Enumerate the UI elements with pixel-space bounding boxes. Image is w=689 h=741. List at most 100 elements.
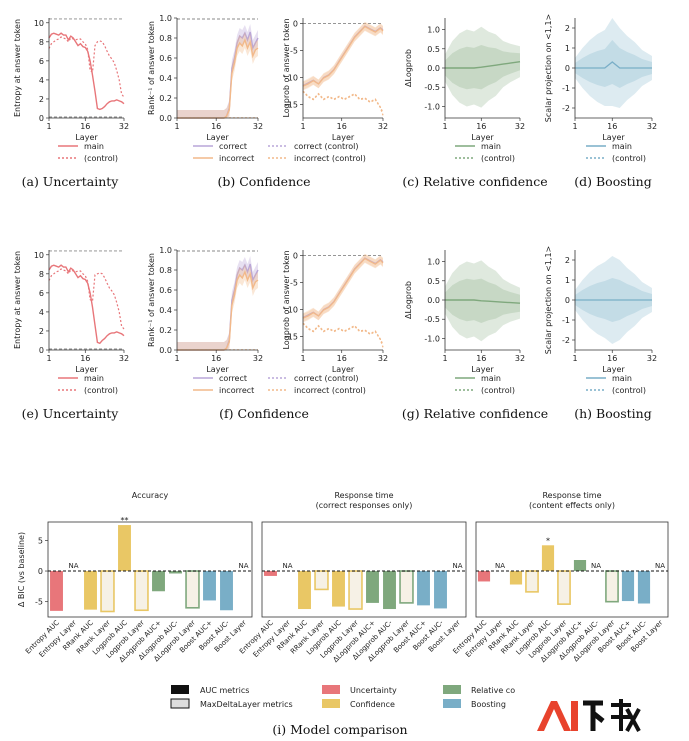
panel-caption: (b) Confidence: [217, 174, 310, 189]
y-axis-label: Δ BIC (vs baseline): [17, 532, 26, 607]
subplot-title: (content effects only): [529, 501, 615, 510]
bar-auc: [621, 571, 635, 602]
na-label: NA: [655, 562, 665, 570]
legend-label: incorrect: [219, 154, 254, 163]
x-tick-label: 32: [253, 122, 263, 131]
y-tick-label: 10: [34, 19, 44, 28]
y-tick-label: 0: [293, 251, 298, 260]
bar-auc: [366, 571, 379, 603]
x-tick-label: 1: [174, 122, 179, 131]
x-tick-label: 16: [476, 122, 486, 131]
entropy-control-line: [48, 268, 125, 330]
bar-layer: [100, 570, 115, 613]
legend-label: main: [612, 142, 632, 151]
x-axis-label: Layer: [206, 365, 229, 374]
legend-label: Uncertainty: [350, 686, 397, 695]
logprob-line: [302, 257, 384, 319]
bar-auc: [84, 571, 97, 610]
y-axis-label: Logprob of answer token: [282, 250, 291, 349]
legend-label: (control): [612, 154, 646, 163]
y-tick-label: 4: [39, 308, 44, 317]
bar-layer: [605, 570, 619, 603]
legend-swatch: [170, 698, 190, 709]
x-tick-label: 16: [607, 354, 617, 363]
y-tick-label: 0.4: [159, 306, 172, 315]
bar-auc: [417, 571, 430, 606]
rank-line: [177, 38, 259, 119]
y-tick-label: -10: [285, 73, 298, 82]
y-tick-label: 5: [38, 536, 43, 545]
y-tick-label: -5: [290, 278, 298, 287]
x-tick-label: 32: [253, 354, 263, 363]
y-tick-label: 6: [39, 57, 44, 66]
subplot-title: Response time: [334, 491, 393, 500]
y-tick-label: 0.5: [427, 45, 440, 54]
x-axis-label: Layer: [206, 133, 229, 142]
y-tick-label: 4: [39, 76, 44, 85]
y-tick-label: 0.0: [427, 64, 440, 73]
y-tick-label: -2: [562, 336, 570, 345]
bar-auc: [50, 571, 63, 611]
x-tick-label: 1: [46, 354, 51, 363]
y-tick-label: 2: [565, 256, 570, 265]
na-label: NA: [68, 562, 78, 570]
x-tick-label: 16: [607, 122, 617, 131]
legend-swatch: [443, 685, 461, 694]
legend-label: correct: [219, 142, 247, 151]
legend-label: correct (control): [294, 374, 359, 383]
y-tick-label: -0.5: [424, 83, 440, 92]
x-tick-label: 1: [46, 122, 51, 131]
legend-label: Relative co: [471, 686, 515, 695]
y-tick-label: 0.4: [159, 74, 172, 83]
y-tick-label: -15: [285, 332, 298, 341]
panel-caption: (a) Uncertainty: [22, 174, 120, 189]
legend-swatch: [322, 685, 340, 694]
watermark-logo: [531, 695, 661, 737]
panel-caption: (e) Uncertainty: [22, 406, 120, 421]
x-tick-label: 1: [442, 122, 447, 131]
legend-label: (control): [84, 386, 118, 395]
delta-main-line: [445, 61, 521, 69]
significance-marker: **: [121, 516, 129, 525]
y-tick-label: 0.0: [427, 296, 440, 305]
legend-label: (control): [84, 154, 118, 163]
bar-auc: [637, 571, 651, 604]
y-tick-label: 1.0: [159, 246, 172, 255]
legend-label: MaxDeltaLayer metrics: [200, 700, 293, 709]
y-tick-label: -1: [562, 84, 570, 93]
bar-auc: [573, 560, 587, 572]
y-tick-label: -1: [562, 316, 570, 325]
bar-auc: [509, 571, 523, 585]
x-axis-label: Layer: [602, 365, 625, 374]
legend-label: AUC metrics: [200, 686, 249, 695]
significance-marker: *: [546, 536, 550, 545]
legend-swatch: [443, 699, 461, 708]
subplot-frame: [261, 521, 467, 618]
legend-swatch: [322, 699, 340, 708]
y-tick-label: 8: [39, 270, 44, 279]
y-tick-label: 10: [34, 251, 44, 260]
rank-line: [177, 270, 259, 351]
y-tick-label: 0.0: [159, 114, 172, 123]
legend-label: incorrect (control): [294, 154, 366, 163]
x-tick-label: 32: [378, 354, 388, 363]
subplot-frame: [475, 521, 669, 618]
legend-label: (control): [481, 154, 515, 163]
y-tick-label: 2: [39, 95, 44, 104]
x-tick-label: 32: [515, 354, 525, 363]
y-axis-label: Logprob of answer token: [282, 18, 291, 117]
legend-label: (control): [612, 386, 646, 395]
x-tick-label: 1: [572, 122, 577, 131]
x-axis-label: Layer: [332, 133, 355, 142]
y-tick-label: 2: [39, 327, 44, 336]
bar-auc: [298, 571, 311, 610]
bar-auc: [152, 571, 165, 592]
bar-layer: [185, 570, 200, 609]
na-label: NA: [238, 562, 248, 570]
rank-band: [177, 32, 258, 118]
x-axis-label: Layer: [75, 133, 98, 142]
x-tick-label: 32: [647, 122, 657, 131]
y-tick-label: 8: [39, 38, 44, 47]
bar-auc: [332, 571, 345, 607]
